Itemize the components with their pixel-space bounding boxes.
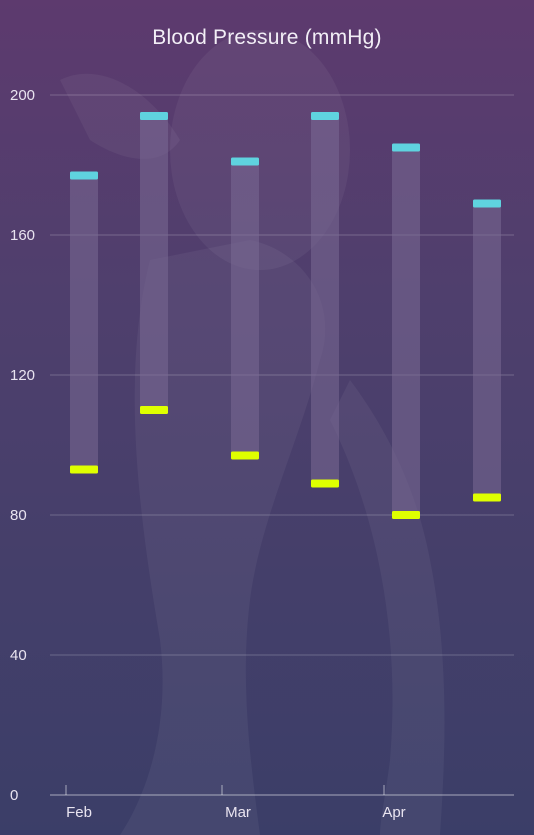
systolic-marker bbox=[311, 112, 339, 120]
range-bar bbox=[70, 175, 98, 470]
range-bar bbox=[311, 116, 339, 484]
diastolic-marker bbox=[392, 511, 420, 519]
x-tick-label: Apr bbox=[382, 804, 405, 821]
diastolic-marker bbox=[70, 465, 98, 474]
chart-title: Blood Pressure (mmHg) bbox=[152, 26, 382, 49]
y-tick-label: 160 bbox=[10, 227, 35, 244]
range-bar bbox=[140, 116, 168, 410]
x-tick-label: Mar bbox=[225, 804, 251, 821]
systolic-marker bbox=[70, 171, 98, 180]
y-tick-label: 200 bbox=[10, 87, 35, 104]
diastolic-marker bbox=[140, 406, 168, 414]
systolic-marker bbox=[140, 112, 168, 120]
range-bar bbox=[231, 161, 259, 456]
y-tick-label: 0 bbox=[10, 787, 18, 804]
range-bar bbox=[392, 147, 420, 515]
y-tick-label: 120 bbox=[10, 367, 35, 384]
diastolic-marker bbox=[473, 493, 501, 502]
systolic-marker bbox=[392, 143, 420, 152]
diastolic-marker bbox=[231, 451, 259, 460]
y-tick-label: 40 bbox=[10, 647, 27, 664]
y-tick-label: 80 bbox=[10, 507, 27, 524]
systolic-marker bbox=[231, 157, 259, 166]
systolic-marker bbox=[473, 199, 501, 208]
range-bar bbox=[473, 203, 501, 498]
x-tick-label: Feb bbox=[66, 804, 92, 821]
diastolic-marker bbox=[311, 479, 339, 488]
